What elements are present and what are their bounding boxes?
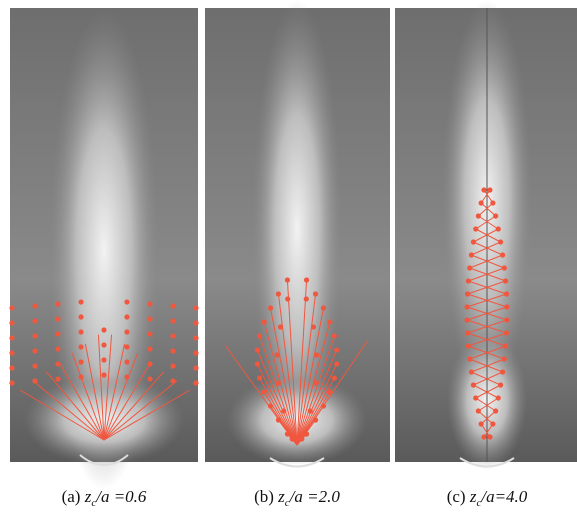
marker bbox=[193, 365, 198, 370]
marker bbox=[124, 314, 129, 319]
marker bbox=[304, 296, 309, 301]
marker bbox=[32, 348, 37, 353]
marker bbox=[276, 380, 281, 385]
marker bbox=[78, 299, 83, 304]
panel-a bbox=[10, 8, 198, 490]
marker bbox=[9, 305, 14, 310]
caption-label: (b) bbox=[254, 487, 278, 506]
marker bbox=[311, 324, 316, 329]
marker bbox=[147, 316, 152, 321]
marker bbox=[487, 434, 492, 439]
marker bbox=[124, 329, 129, 334]
marker bbox=[9, 350, 14, 355]
marker bbox=[147, 301, 152, 306]
caption-b: (b) zc/a =2.0 bbox=[254, 487, 340, 509]
field-glow bbox=[24, 375, 184, 465]
marker bbox=[32, 318, 37, 323]
marker bbox=[101, 342, 106, 347]
marker bbox=[285, 296, 290, 301]
marker bbox=[9, 365, 14, 370]
marker bbox=[170, 303, 175, 308]
caption-label: (c) bbox=[447, 487, 470, 506]
marker bbox=[78, 314, 83, 319]
caption-rest: /a =2.0 bbox=[289, 487, 341, 506]
marker bbox=[55, 316, 60, 321]
marker bbox=[124, 344, 129, 349]
marker bbox=[32, 363, 37, 368]
marker bbox=[55, 376, 60, 381]
marker bbox=[55, 301, 60, 306]
marker bbox=[147, 376, 152, 381]
caption-rest: /a =0.6 bbox=[95, 487, 147, 506]
marker bbox=[481, 434, 486, 439]
marker bbox=[101, 372, 106, 377]
marker bbox=[170, 363, 175, 368]
marker bbox=[147, 346, 152, 351]
marker bbox=[281, 408, 286, 413]
marker bbox=[193, 335, 198, 340]
marker bbox=[9, 335, 14, 340]
marker bbox=[78, 344, 83, 349]
marker bbox=[275, 352, 280, 357]
marker bbox=[55, 331, 60, 336]
marker bbox=[170, 318, 175, 323]
marker bbox=[124, 299, 129, 304]
marker bbox=[313, 380, 318, 385]
marker bbox=[314, 352, 319, 357]
marker bbox=[9, 320, 14, 325]
marker bbox=[193, 380, 198, 385]
marker bbox=[278, 324, 283, 329]
caption-rest: /a=4.0 bbox=[480, 487, 527, 506]
marker bbox=[124, 359, 129, 364]
marker bbox=[32, 333, 37, 338]
marker bbox=[101, 357, 106, 362]
caption-a: (a) zc/a =0.6 bbox=[62, 487, 147, 509]
marker bbox=[78, 329, 83, 334]
marker bbox=[170, 348, 175, 353]
marker bbox=[193, 305, 198, 310]
marker bbox=[78, 359, 83, 364]
caption-c: (c) zc/a=4.0 bbox=[447, 487, 528, 509]
marker bbox=[308, 408, 313, 413]
marker bbox=[147, 331, 152, 336]
marker bbox=[9, 380, 14, 385]
page: (a) zc/a =0.6 (b) zc/a =2.0 (c) zc/a=4.0… bbox=[0, 0, 577, 518]
marker bbox=[193, 350, 198, 355]
marker bbox=[32, 303, 37, 308]
marker bbox=[193, 320, 198, 325]
figure: (a) zc/a =0.6 (b) zc/a =2.0 (c) zc/a=4.0 bbox=[0, 0, 577, 518]
panel-b bbox=[205, 0, 390, 467]
caption-label: (a) bbox=[62, 487, 85, 506]
marker bbox=[55, 346, 60, 351]
field-glow bbox=[227, 375, 367, 465]
marker bbox=[170, 333, 175, 338]
marker bbox=[101, 327, 106, 332]
